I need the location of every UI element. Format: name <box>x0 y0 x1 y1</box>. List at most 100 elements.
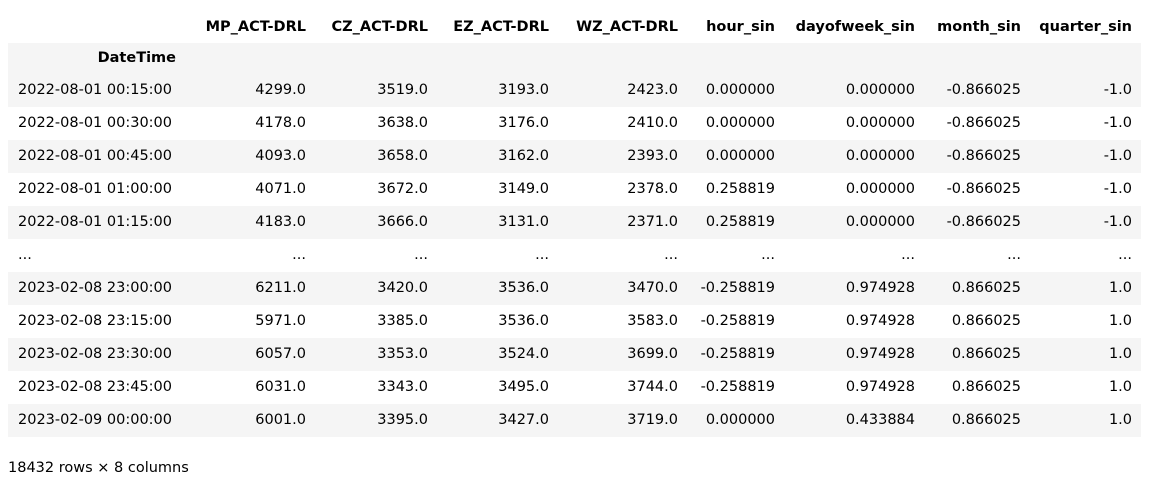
table-header: MP_ACT-DRL CZ_ACT-DRL EZ_ACT-DRL WZ_ACT-… <box>8 11 1141 74</box>
table-cell: 2410.0 <box>627 115 678 131</box>
table-cell: 3193.0 <box>498 82 549 98</box>
table-cell: 6211.0 <box>255 280 306 296</box>
table-cell: ... <box>292 247 306 263</box>
table-cell: 3470.0 <box>627 280 678 296</box>
table-cell: -1.0 <box>1103 115 1132 131</box>
table-cell: 4299.0 <box>255 82 306 98</box>
index-name-header: DateTime <box>97 50 176 66</box>
table-cell: -1.0 <box>1103 214 1132 230</box>
table-cell: 3353.0 <box>377 346 428 362</box>
table-cell: 6031.0 <box>255 379 306 395</box>
table-cell: 0.000000 <box>845 82 915 98</box>
table-cell: -1.0 <box>1103 148 1132 164</box>
row-index-label: 2023-02-08 23:30:00 <box>18 346 172 362</box>
column-header-row: MP_ACT-DRL CZ_ACT-DRL EZ_ACT-DRL WZ_ACT-… <box>8 11 1141 43</box>
row-index-label: 2023-02-08 23:00:00 <box>18 280 172 296</box>
table-cell: 0.974928 <box>845 379 915 395</box>
table-row: 2023-02-08 23:00:00 6211.0 3420.0 3536.0 347… <box>8 272 1141 305</box>
table-cell: 3658.0 <box>377 148 428 164</box>
table-cell: 2378.0 <box>627 181 678 197</box>
table-cell: 3495.0 <box>498 379 549 395</box>
table-cell: 0.000000 <box>845 115 915 131</box>
table-cell: 0.258819 <box>705 181 775 197</box>
table-cell: 0.866025 <box>951 346 1021 362</box>
table-cell: 3420.0 <box>377 280 428 296</box>
table-cell: 3638.0 <box>377 115 428 131</box>
table-cell: 2423.0 <box>627 82 678 98</box>
table-cell: 0.433884 <box>845 412 915 428</box>
table-cell: -0.866025 <box>946 148 1021 164</box>
row-index-label: 2022-08-01 01:00:00 <box>18 181 172 197</box>
column-header: dayofweek_sin <box>795 19 915 35</box>
table-cell: 3744.0 <box>627 379 678 395</box>
table-cell: 0.866025 <box>951 280 1021 296</box>
table-cell: 6001.0 <box>255 412 306 428</box>
table-cell: 3536.0 <box>498 280 549 296</box>
table-cell: 0.000000 <box>705 115 775 131</box>
table-row: 2023-02-09 00:00:00 6001.0 3395.0 3427.0 371… <box>8 404 1141 437</box>
table-cell: 3583.0 <box>627 313 678 329</box>
table-cell: 3666.0 <box>377 214 428 230</box>
table-row: 2022-08-01 01:15:00 4183.0 3666.0 3131.0 237… <box>8 206 1141 239</box>
table-cell: 0.866025 <box>951 379 1021 395</box>
table-cell: 3162.0 <box>498 148 549 164</box>
dataframe-table: MP_ACT-DRL CZ_ACT-DRL EZ_ACT-DRL WZ_ACT-… <box>8 11 1141 437</box>
table-cell: 3719.0 <box>627 412 678 428</box>
table-row: 2022-08-01 01:00:00 4071.0 3672.0 3149.0 237… <box>8 173 1141 206</box>
table-cell: 0.974928 <box>845 313 915 329</box>
table-cell: 2371.0 <box>627 214 678 230</box>
table-cell: 1.0 <box>1108 379 1132 395</box>
table-cell: 0.000000 <box>705 148 775 164</box>
table-cell: -0.258819 <box>700 346 775 362</box>
table-cell: -0.866025 <box>946 82 1021 98</box>
table-row: ........................... <box>8 239 1141 272</box>
shape-summary: 18432 rows × 8 columns <box>8 460 189 476</box>
table-cell: ... <box>901 247 915 263</box>
table-cell: ... <box>761 247 775 263</box>
column-header: MP_ACT-DRL <box>205 19 306 35</box>
table-cell: 0.974928 <box>845 280 915 296</box>
row-index-label: 2022-08-01 00:30:00 <box>18 115 172 131</box>
table-cell: 3699.0 <box>627 346 678 362</box>
dataframe-output: MP_ACT-DRL CZ_ACT-DRL EZ_ACT-DRL WZ_ACT-… <box>8 11 1141 437</box>
table-cell: ... <box>1118 247 1132 263</box>
table-row: 2023-02-08 23:15:00 5971.0 3385.0 3536.0 358… <box>8 305 1141 338</box>
table-cell: -1.0 <box>1103 181 1132 197</box>
table-cell: 0.000000 <box>705 412 775 428</box>
table-cell: 4071.0 <box>255 181 306 197</box>
table-cell: -1.0 <box>1103 82 1132 98</box>
table-cell: ... <box>414 247 428 263</box>
index-name-row: DateTime <box>8 43 1141 74</box>
table-cell: -0.866025 <box>946 115 1021 131</box>
table-cell: 4183.0 <box>255 214 306 230</box>
table-cell: 1.0 <box>1108 313 1132 329</box>
table-cell: 0.866025 <box>951 313 1021 329</box>
table-cell: 0.258819 <box>705 214 775 230</box>
table-cell: 3427.0 <box>498 412 549 428</box>
column-header: WZ_ACT-DRL <box>576 19 678 35</box>
table-cell: 3176.0 <box>498 115 549 131</box>
column-header: EZ_ACT-DRL <box>453 19 549 35</box>
table-cell: 3131.0 <box>498 214 549 230</box>
column-header: month_sin <box>937 19 1021 35</box>
row-index-label: ... <box>18 247 32 263</box>
table-cell: 0.000000 <box>845 148 915 164</box>
table-cell: -0.866025 <box>946 214 1021 230</box>
table-cell: 0.000000 <box>705 82 775 98</box>
table-cell: 0.866025 <box>951 412 1021 428</box>
table-cell: 4178.0 <box>255 115 306 131</box>
table-cell: -0.866025 <box>946 181 1021 197</box>
row-index-label: 2023-02-08 23:45:00 <box>18 379 172 395</box>
row-index-label: 2023-02-08 23:15:00 <box>18 313 172 329</box>
table-cell: 3343.0 <box>377 379 428 395</box>
table-cell: 3395.0 <box>377 412 428 428</box>
row-index-label: 2023-02-09 00:00:00 <box>18 412 172 428</box>
table-row: 2022-08-01 00:15:00 4299.0 3519.0 3193.0 242… <box>8 74 1141 107</box>
table-row: 2022-08-01 00:30:00 4178.0 3638.0 3176.0 241… <box>8 107 1141 140</box>
column-header: hour_sin <box>706 19 775 35</box>
table-cell: 6057.0 <box>255 346 306 362</box>
table-row: 2023-02-08 23:30:00 6057.0 3353.0 3524.0 369… <box>8 338 1141 371</box>
table-cell: 3385.0 <box>377 313 428 329</box>
table-cell: 3519.0 <box>377 82 428 98</box>
table-cell: 0.974928 <box>845 346 915 362</box>
